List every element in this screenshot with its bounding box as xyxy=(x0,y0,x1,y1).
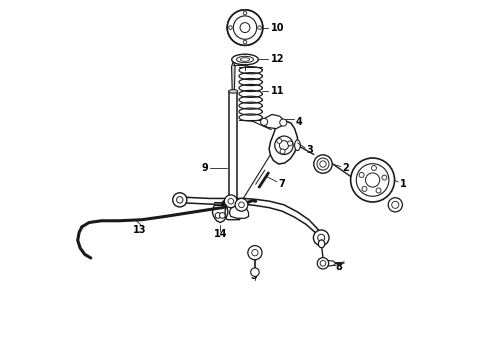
Ellipse shape xyxy=(241,58,249,61)
Circle shape xyxy=(252,249,258,256)
Circle shape xyxy=(356,164,389,196)
Circle shape xyxy=(224,195,237,208)
Text: 9: 9 xyxy=(201,163,208,172)
Polygon shape xyxy=(269,121,297,164)
Ellipse shape xyxy=(317,158,329,170)
Circle shape xyxy=(275,136,293,154)
Circle shape xyxy=(376,188,381,193)
Circle shape xyxy=(172,193,187,207)
Polygon shape xyxy=(229,205,248,218)
Text: 10: 10 xyxy=(270,23,284,33)
Circle shape xyxy=(239,202,245,208)
Polygon shape xyxy=(232,61,235,91)
Circle shape xyxy=(392,201,399,208)
Ellipse shape xyxy=(320,161,326,167)
Circle shape xyxy=(351,158,394,202)
Circle shape xyxy=(277,139,282,143)
Circle shape xyxy=(318,234,325,241)
Circle shape xyxy=(215,213,221,218)
Polygon shape xyxy=(262,114,284,129)
Ellipse shape xyxy=(314,155,332,173)
Circle shape xyxy=(280,119,287,126)
Polygon shape xyxy=(180,197,322,240)
Circle shape xyxy=(359,172,364,177)
Text: 6: 6 xyxy=(220,200,227,210)
Circle shape xyxy=(248,246,262,260)
Circle shape xyxy=(261,118,268,125)
Text: 13: 13 xyxy=(133,225,146,235)
Circle shape xyxy=(229,26,232,30)
Circle shape xyxy=(235,198,248,211)
Text: 8: 8 xyxy=(336,262,343,272)
Circle shape xyxy=(243,11,247,15)
Circle shape xyxy=(320,260,326,266)
Ellipse shape xyxy=(229,23,261,32)
Circle shape xyxy=(243,40,247,44)
Text: 2: 2 xyxy=(342,163,349,173)
Circle shape xyxy=(228,198,234,204)
Text: 12: 12 xyxy=(270,54,284,64)
Circle shape xyxy=(258,26,261,30)
Circle shape xyxy=(220,213,225,218)
Circle shape xyxy=(318,258,329,269)
Text: 7: 7 xyxy=(278,179,285,189)
Circle shape xyxy=(382,175,387,180)
Ellipse shape xyxy=(233,19,257,27)
Ellipse shape xyxy=(294,140,300,150)
Text: 5: 5 xyxy=(250,271,257,282)
Circle shape xyxy=(388,198,402,212)
Ellipse shape xyxy=(237,56,253,63)
Circle shape xyxy=(227,10,263,45)
Ellipse shape xyxy=(229,90,238,93)
Circle shape xyxy=(240,23,250,32)
Circle shape xyxy=(371,166,376,171)
Circle shape xyxy=(280,149,285,154)
Circle shape xyxy=(279,141,289,150)
Circle shape xyxy=(288,141,293,146)
Circle shape xyxy=(176,197,183,203)
Circle shape xyxy=(314,230,329,246)
Polygon shape xyxy=(225,205,242,220)
Polygon shape xyxy=(323,261,336,266)
Circle shape xyxy=(227,10,263,45)
Text: 14: 14 xyxy=(214,229,227,239)
Circle shape xyxy=(251,268,259,276)
Text: 11: 11 xyxy=(270,86,284,96)
Text: 3: 3 xyxy=(307,145,314,155)
Circle shape xyxy=(233,16,257,39)
Ellipse shape xyxy=(232,54,258,65)
Circle shape xyxy=(366,173,380,187)
Text: 1: 1 xyxy=(399,179,406,189)
Text: 4: 4 xyxy=(295,117,302,126)
Ellipse shape xyxy=(318,240,325,248)
Circle shape xyxy=(362,186,367,192)
Circle shape xyxy=(240,23,250,32)
Circle shape xyxy=(233,16,257,39)
